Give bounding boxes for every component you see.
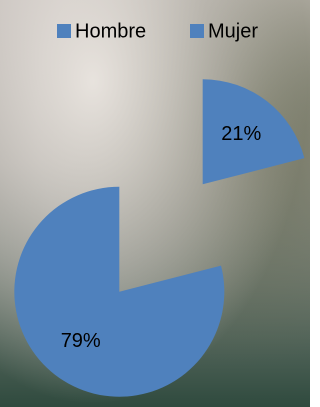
screen: 21% 79% Hombre Mujer xyxy=(0,0,310,407)
data-label: 21% xyxy=(221,123,261,145)
pie-slice xyxy=(14,187,224,397)
chart: 21% 79% Hombre Mujer xyxy=(0,0,310,407)
legend-label: Mujer xyxy=(208,20,258,42)
legend-label: Hombre xyxy=(75,20,146,42)
data-label: 79% xyxy=(61,330,101,352)
legend-swatch xyxy=(190,24,204,38)
legend-swatch xyxy=(57,24,71,38)
